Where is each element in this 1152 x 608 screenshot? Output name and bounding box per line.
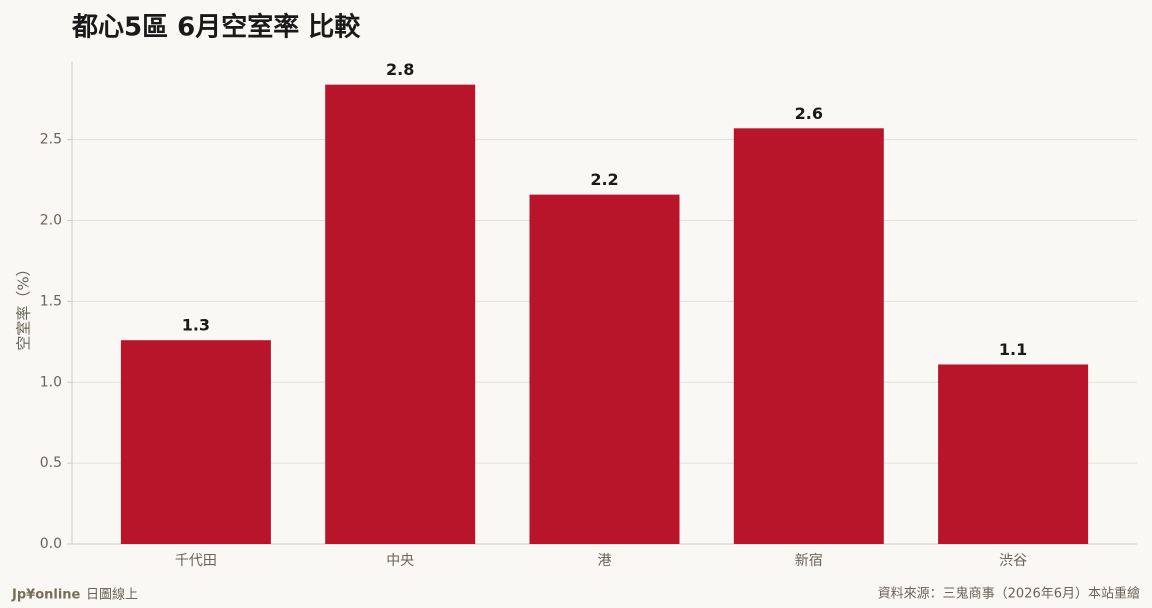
y-tick-label: 1.0	[40, 374, 62, 390]
y-tick-label: 2.0	[40, 213, 62, 229]
value-label: 1.1	[999, 340, 1027, 359]
bar	[120, 340, 271, 544]
value-label: 1.3	[182, 316, 210, 335]
y-tick-label: 0.0	[40, 536, 62, 552]
bar	[938, 364, 1089, 544]
bar	[529, 194, 680, 545]
x-tick-label: 千代田	[175, 553, 217, 569]
value-label: 2.2	[590, 170, 618, 189]
y-tick-label: 1.5	[40, 293, 62, 309]
value-label: 2.8	[386, 60, 414, 79]
x-tick-label: 渋谷	[999, 553, 1027, 569]
y-tick-label: 2.5	[40, 132, 62, 148]
value-label: 2.6	[795, 104, 823, 123]
y-axis-label: 空室率（%）	[15, 261, 33, 350]
brand: Jp¥online	[11, 588, 81, 603]
x-tick-label: 新宿	[795, 552, 823, 569]
y-tick-label: 0.5	[40, 455, 62, 471]
brand-sub: 日圖線上	[86, 587, 138, 603]
x-tick-label: 港	[598, 553, 612, 569]
source: 資料來源：三鬼商事（2026年6月）本站重繪	[878, 586, 1140, 602]
chart-title: 都心5區 6月空室率 比較	[71, 12, 361, 43]
bar	[325, 84, 476, 545]
x-tick-label: 中央	[386, 553, 414, 569]
bar	[733, 128, 884, 544]
